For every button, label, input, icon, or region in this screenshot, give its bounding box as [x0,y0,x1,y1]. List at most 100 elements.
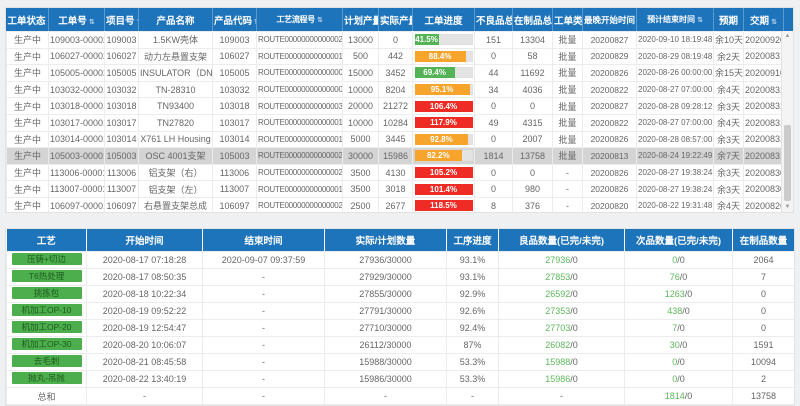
qty-remaining: /0 [570,323,578,333]
cell-latest_start: 20200826 [582,180,637,198]
column-header-remaining[interactable]: 预期 [713,8,744,32]
process-total-row[interactable]: 总和 - - - - -1814/0 13758 [6,387,794,405]
work-order-row[interactable]: 生产中 106027-00002 106027 动力左悬置支架 106027 ROUTE0… [6,47,784,66]
column-header-actual_qty[interactable]: 实际产量 [378,8,413,32]
work-order-row[interactable]: 生产中 113007-00001 113007 铝支架（左） 113007 ROUTE00… [6,180,784,198]
column-header-start_time[interactable]: 开始时间 [86,229,203,252]
column-header-good_qty[interactable]: 良品数量(已完/未完) [498,229,625,252]
process-row[interactable]: 压铸+切边 2020-08-17 07:18:28 2020-09-07 09:37… [6,251,794,269]
cell-start_time: 2020-08-21 08:45:58 [86,353,203,371]
work-order-row[interactable]: 生产中 103014-00001 103014 X761 LH Housing 1030… [6,130,784,149]
cell-planned_qty: 2500 [342,196,379,212]
column-header-status[interactable]: 工单状态⇅ [6,8,49,32]
cell-route_no: ROUTE0000000000000241 [256,196,343,212]
cell-remaining: 余10天 [713,31,744,49]
cell-latest_start: 20200827 [582,31,637,49]
sort-icon[interactable]: ⇅ [771,18,777,26]
work-order-row[interactable]: 生产中 105003-00001 105003 OSC 4001支架 105003 ROU… [6,147,784,165]
qty-remaining: /0 [570,255,578,265]
work-order-row[interactable]: 生产中 113006-00001 113006 铝支架（右） 113006 ROUTE00… [6,163,784,182]
process-badge: 抛丸-吊抛 [11,372,82,384]
cell-planned_qty: 500 [342,47,379,66]
column-header-wip_qty[interactable]: 在制品数量 [732,229,794,252]
work-order-row[interactable]: 生产中 103018-00001 103018 TN93400 103018 ROUTE0… [6,97,784,115]
work-order-row[interactable]: 生产中 106097-00001 106097 右悬置支架总成 106097 ROUTE0… [6,196,784,212]
cell-wip_total: 376 [512,196,553,212]
column-header-order_no[interactable]: 工单号 ⇅ [48,8,105,32]
column-header-progress_pct[interactable]: 工序进度 [446,229,499,252]
sort-icon[interactable]: ⇅ [137,19,138,26]
cell-defect_total: 0 [474,97,513,115]
column-header-order_type[interactable]: 工单类别 [552,8,583,32]
cell-due_date: 20200831 [743,113,784,132]
process-row[interactable]: T6热处理 2020-08-17 08:50:35-27929/30000 93.1… [6,268,794,286]
cell-project_no: 106027 [104,47,139,66]
process-row[interactable]: 机加工OP-30 2020-08-20 10:06:07-26112/30000 8… [6,336,794,354]
vertical-scrollbar[interactable]: ▲ ▼ [781,31,793,212]
work-order-row[interactable]: 生产中 103032-00001 103032 TN-28310 103032 ROUTE… [6,80,784,99]
cell-start_time: 2020-08-20 10:06:07 [86,336,203,354]
column-header-wip_total[interactable]: 在制品总数 [512,8,553,32]
sort-icon[interactable]: ⇅ [88,18,95,26]
progress-bar: 105.2% [414,167,473,179]
cell-actual_qty: 442 [378,47,413,66]
cell-product_code: 109003 [212,31,257,49]
process-row[interactable]: 抛丸-吊抛 2020-08-22 13:40:19-15986/30000 53.3… [6,370,794,388]
scroll-up-icon[interactable]: ▲ [784,33,791,39]
work-order-row[interactable]: 生产中 109003-00002 109003 1.5KW壳体 109003 ROUTE0… [6,31,784,49]
cell-end_time: 2020-09-07 09:37:59 [202,251,325,269]
cell-product_code: 103032 [212,80,257,99]
cell-status: 生产中 [6,180,49,198]
process-row[interactable]: 挑拣包 2020-08-18 10:22:34-27855/30000 92.9% 2… [6,285,794,303]
cell-remaining: 余3天 [713,130,744,149]
column-header-due_date[interactable]: 交期 ⇅ [743,8,784,32]
column-header-latest_start[interactable]: 最晚开始时间⇅ [582,8,637,32]
process-row[interactable]: 去毛刺 2020-08-21 08:45:58-15988/30000 53.3% 1… [6,353,794,371]
cell-defect_total: 44 [474,64,513,82]
cell-defect_qty: 76/0 [624,268,733,286]
qty-done: 26082 [545,340,571,350]
cell-route_no: ROUTE0000000000000109 [256,113,343,132]
column-header-estimated_end[interactable]: 预计结束时间 ⇅ [636,8,714,32]
cell-status: 生产中 [6,113,49,132]
process-row[interactable]: 机加工OP-20 2020-08-19 12:54:47-27710/30000 9… [6,319,794,337]
column-header-planned_qty[interactable]: 计划产量 [342,8,379,32]
cell-progress: 82.2% [412,147,475,165]
progress-label: 117.9% [430,118,457,128]
column-header-product_name[interactable]: 产品名称 [138,8,213,32]
sort-icon[interactable]: ⇅ [254,19,255,26]
column-header-product_code[interactable]: 产品代码⇅ [212,8,257,32]
cell-order_no: 109003-00002 [48,31,105,49]
cell-route_no: ROUTE0000000000000244 [256,147,343,165]
cell-defect_total: 49 [474,113,513,132]
cell-actual_planned: 26112/30000 [324,336,447,354]
work-order-row[interactable]: 生产中 103017-00001 103017 TN27820 103017 ROUTE0… [6,113,784,132]
column-header-defect_total[interactable]: 不良品总数 [474,8,513,32]
column-header-end_time[interactable]: 结束时间 [202,229,325,252]
cell-progress: 95.1% [412,80,475,99]
cell-actual_qty: 3452 [378,64,413,82]
cell-actual_planned: 27710/30000 [324,319,447,337]
cell-product_name: 铝支架（左） [138,180,213,198]
cell-defect_qty: 1814/0 [624,387,733,405]
qty-done: 0 [672,374,678,384]
scroll-down-icon[interactable]: ▼ [784,204,791,210]
work-order-row[interactable]: 生产中105005-00002105005INSULATOR（DN8C）1050… [6,64,784,82]
column-header-defect_qty[interactable]: 次品数量(已完/未完) [624,229,733,252]
cell-wip_total: 2007 [512,130,553,149]
column-header-process[interactable]: 工艺 [6,229,87,252]
column-header-route_no[interactable]: 工艺流程号 ⇅ [256,8,343,32]
sort-icon[interactable]: ⇅ [316,17,323,24]
process-row[interactable]: 机加工OP-10 2020-08-19 09:52:22-27791/30000 9… [6,302,794,320]
scrollbar-thumb[interactable] [784,125,791,202]
cell-wip_total: 11692 [512,64,553,82]
column-header-project_no[interactable]: 项目号⇅ [104,8,139,32]
cell-latest_start: 20200820 [582,196,637,212]
column-header-label: 工艺 [36,236,56,247]
column-header-actual_planned[interactable]: 实际/计划数量 [324,229,447,252]
cell-wip_qty: 0 [732,319,794,337]
sort-icon[interactable]: ⇅ [697,17,703,24]
cell-progress: 69.4% [412,64,475,82]
column-header-progress[interactable]: 工单进度 [412,8,475,32]
qty-remaining: /0 [679,272,688,282]
